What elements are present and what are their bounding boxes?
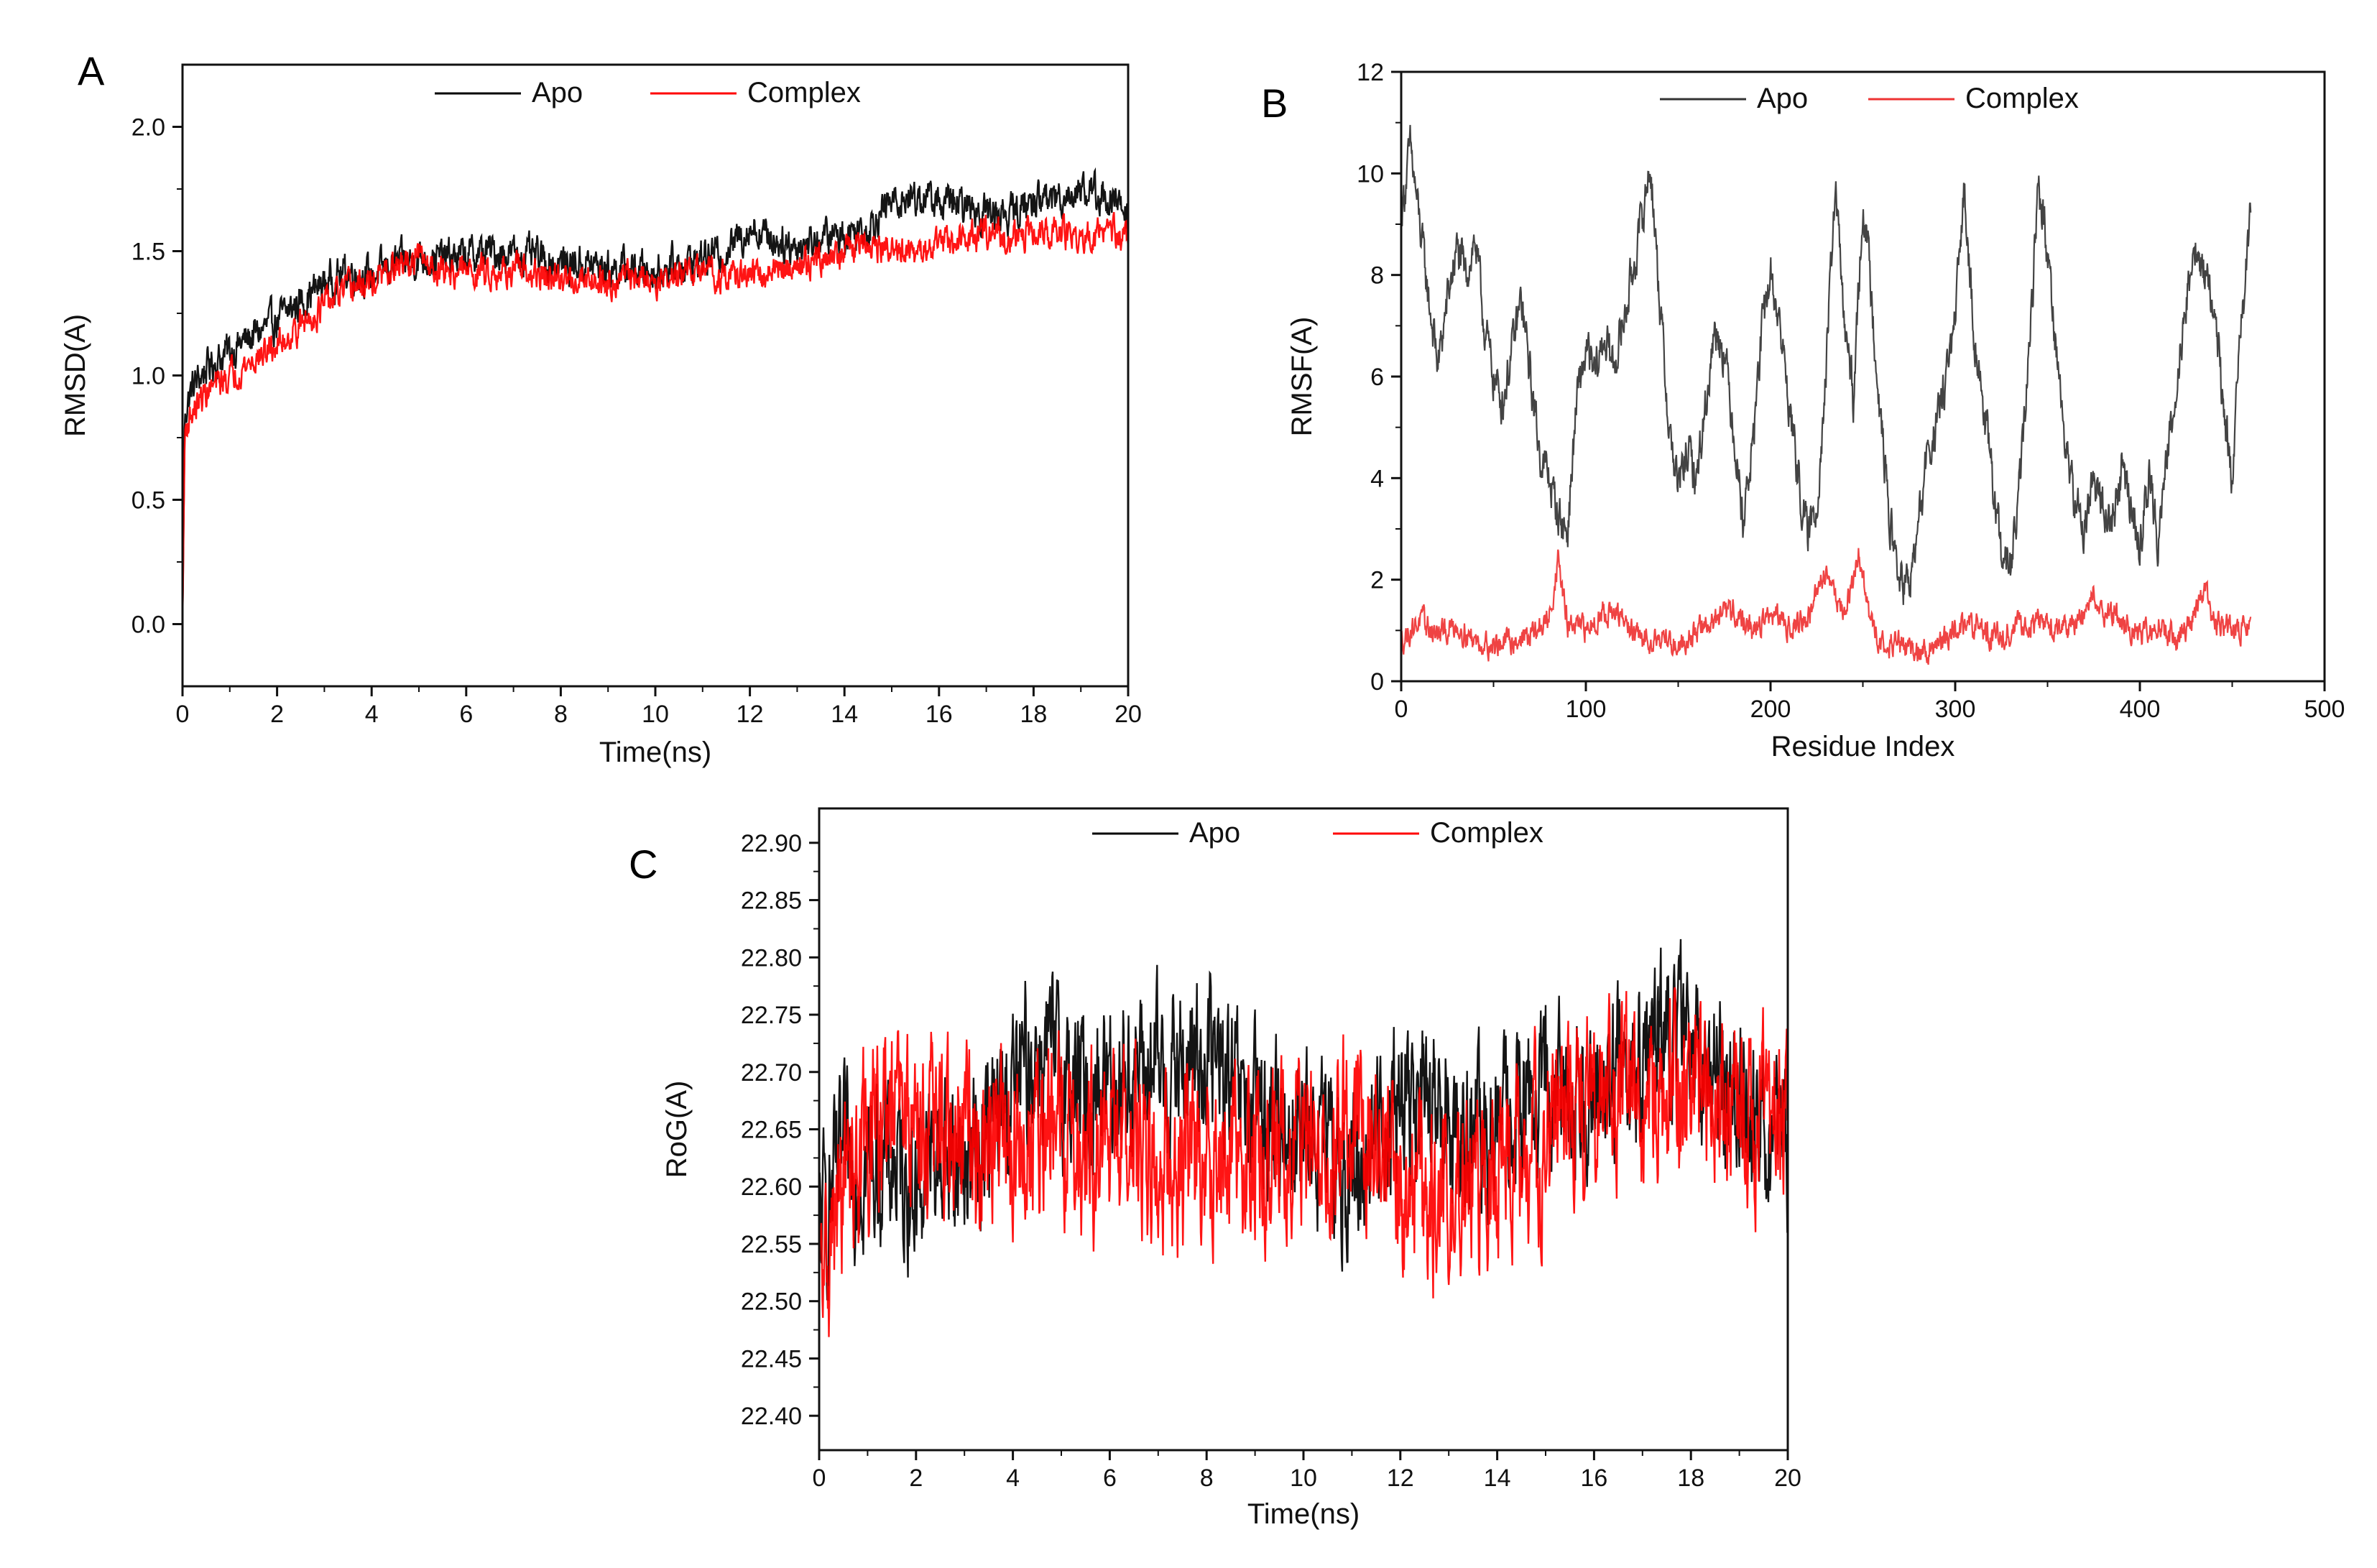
y-tick-label: 22.60 — [741, 1173, 802, 1201]
legend-label-apo: Apo — [1757, 83, 1808, 114]
x-tick-label: 12 — [737, 701, 764, 728]
y-tick-label: 6 — [1370, 364, 1384, 391]
y-tick-label: 22.75 — [741, 1002, 802, 1029]
y-tick-label: 22.65 — [741, 1117, 802, 1144]
x-tick-label: 4 — [1006, 1465, 1020, 1492]
legend: Apo Complex — [1660, 83, 2079, 114]
x-axis-label: Residue Index — [1771, 731, 1955, 762]
x-tick-label: 10 — [1290, 1465, 1317, 1492]
x-tick-label: 14 — [1484, 1465, 1511, 1492]
y-axis-label: RMSF(A) — [1286, 317, 1318, 437]
y-tick-label: 22.55 — [741, 1231, 802, 1258]
x-tick-label: 100 — [1566, 696, 1607, 723]
y-tick-label: 10 — [1357, 160, 1384, 188]
plot-frame — [181, 63, 1130, 688]
x-tick-label: 2 — [909, 1465, 923, 1492]
y-tick-label: 2 — [1370, 567, 1384, 594]
series-line-complex — [183, 211, 1128, 619]
x-tick-label: 18 — [1677, 1465, 1704, 1492]
x-tick-label: 10 — [642, 701, 669, 728]
x-tick-label: 20 — [1774, 1465, 1801, 1492]
plot-frame — [1400, 70, 2326, 683]
y-tick-label: 1.5 — [131, 239, 165, 266]
panel-label: C — [629, 841, 657, 887]
series-line-apo — [1401, 124, 2252, 605]
y-tick-label: 0.5 — [131, 487, 165, 515]
x-tick-label: 6 — [1103, 1465, 1117, 1492]
chart-panel-A: 0 2 4 6 8 10 12 14 16 18 20 0.0 0.5 1.0 1.5 2.0 Time(ns)… — [60, 48, 1142, 768]
legend-label-complex: Complex — [1965, 83, 2079, 114]
x-tick-label: 0 — [176, 701, 190, 728]
y-tick-label: 22.40 — [741, 1403, 802, 1430]
panel-label: B — [1261, 80, 1288, 126]
x-tick-label: 6 — [459, 701, 473, 728]
y-tick-label: 22.85 — [741, 887, 802, 915]
x-tick-label: 0 — [1395, 696, 1408, 723]
x-tick-label: 16 — [926, 701, 953, 728]
y-axis-label: RMSD(A) — [60, 314, 91, 437]
y-tick-label: 4 — [1370, 465, 1384, 492]
x-axis-label: Time(ns) — [599, 737, 711, 768]
x-tick-label: 20 — [1114, 701, 1142, 728]
x-tick-label: 18 — [1020, 701, 1047, 728]
x-tick-label: 0 — [813, 1465, 826, 1492]
y-tick-label: 8 — [1370, 262, 1384, 290]
x-tick-label: 200 — [1750, 696, 1791, 723]
y-tick-label: 22.45 — [741, 1345, 802, 1373]
x-tick-label: 14 — [831, 701, 858, 728]
series-line-complex — [1401, 548, 2252, 665]
x-tick-label: 8 — [1200, 1465, 1214, 1492]
y-tick-label: 22.80 — [741, 944, 802, 972]
x-axis-label: Time(ns) — [1247, 1498, 1360, 1530]
x-tick-label: 16 — [1580, 1465, 1607, 1492]
y-tick-label: 2.0 — [131, 114, 165, 142]
y-tick-label: 22.50 — [741, 1288, 802, 1316]
y-tick-label: 1.0 — [131, 363, 165, 390]
y-tick-label: 0 — [1370, 668, 1384, 696]
legend: Apo Complex — [435, 77, 861, 109]
legend-label-apo: Apo — [1189, 817, 1240, 849]
series-group — [183, 167, 1128, 619]
x-tick-label: 2 — [270, 701, 284, 728]
y-tick-label: 0.0 — [131, 612, 165, 639]
y-tick-label: 12 — [1357, 59, 1384, 86]
x-tick-label: 500 — [2304, 696, 2345, 723]
x-tick-label: 300 — [1935, 696, 1976, 723]
y-tick-label: 22.70 — [741, 1059, 802, 1087]
legend-label-apo: Apo — [532, 77, 583, 109]
series-group — [819, 939, 1788, 1337]
x-tick-label: 12 — [1387, 1465, 1414, 1492]
series-group — [1401, 124, 2252, 665]
y-axis-label: RoG(A) — [661, 1081, 693, 1179]
chart-panel-C: 0 2 4 6 8 10 12 14 16 18 20 22.40 22.45 22.50 22.55 22.… — [629, 807, 1801, 1530]
chart-panel-B: 0 100 200 300 400 500 0 2 4 6 8 10 12 Residue Index RM… — [1261, 59, 2345, 762]
series-line-complex — [819, 987, 1788, 1337]
x-tick-label: 8 — [554, 701, 568, 728]
legend: Apo Complex — [1092, 817, 1543, 849]
legend-label-complex: Complex — [747, 77, 861, 109]
legend-label-complex: Complex — [1430, 817, 1543, 849]
x-tick-label: 400 — [2120, 696, 2161, 723]
y-tick-label: 22.90 — [741, 830, 802, 857]
panel-label: A — [78, 48, 105, 93]
x-tick-label: 4 — [365, 701, 379, 728]
